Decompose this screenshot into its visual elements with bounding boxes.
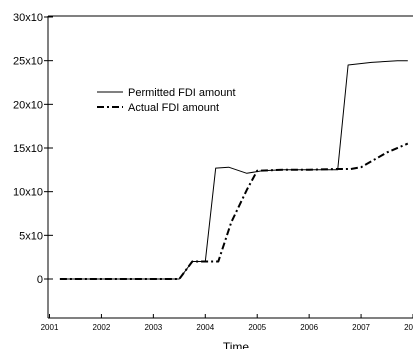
x-tick-label: 2006: [300, 323, 318, 332]
y-tick-label: 25x10: [13, 56, 43, 68]
series-line-2: [59, 142, 409, 280]
x-tick-label: 2004: [196, 323, 214, 332]
y-tick-label: 20x10: [13, 99, 43, 111]
x-tick-label: 2001: [41, 323, 59, 332]
legend-label-2: Actual FDI amount: [128, 102, 219, 114]
y-tick-label: 0: [37, 274, 43, 286]
x-axis-label: Time: [223, 340, 250, 349]
y-tick-label: 10x10: [13, 187, 43, 199]
y-tick-label: 5x10: [19, 230, 43, 242]
x-tick-label: 2003: [144, 323, 162, 332]
legend-label-1: Permitted FDI amount: [128, 87, 236, 99]
x-tick-label: 2008: [404, 323, 413, 332]
y-tick-label: 15x10: [13, 143, 43, 155]
x-tick-label: 2007: [352, 323, 370, 332]
x-tick-label: 2005: [248, 323, 266, 332]
y-tick-label: 30x10: [13, 12, 43, 24]
x-tick-label: 2002: [93, 323, 111, 332]
